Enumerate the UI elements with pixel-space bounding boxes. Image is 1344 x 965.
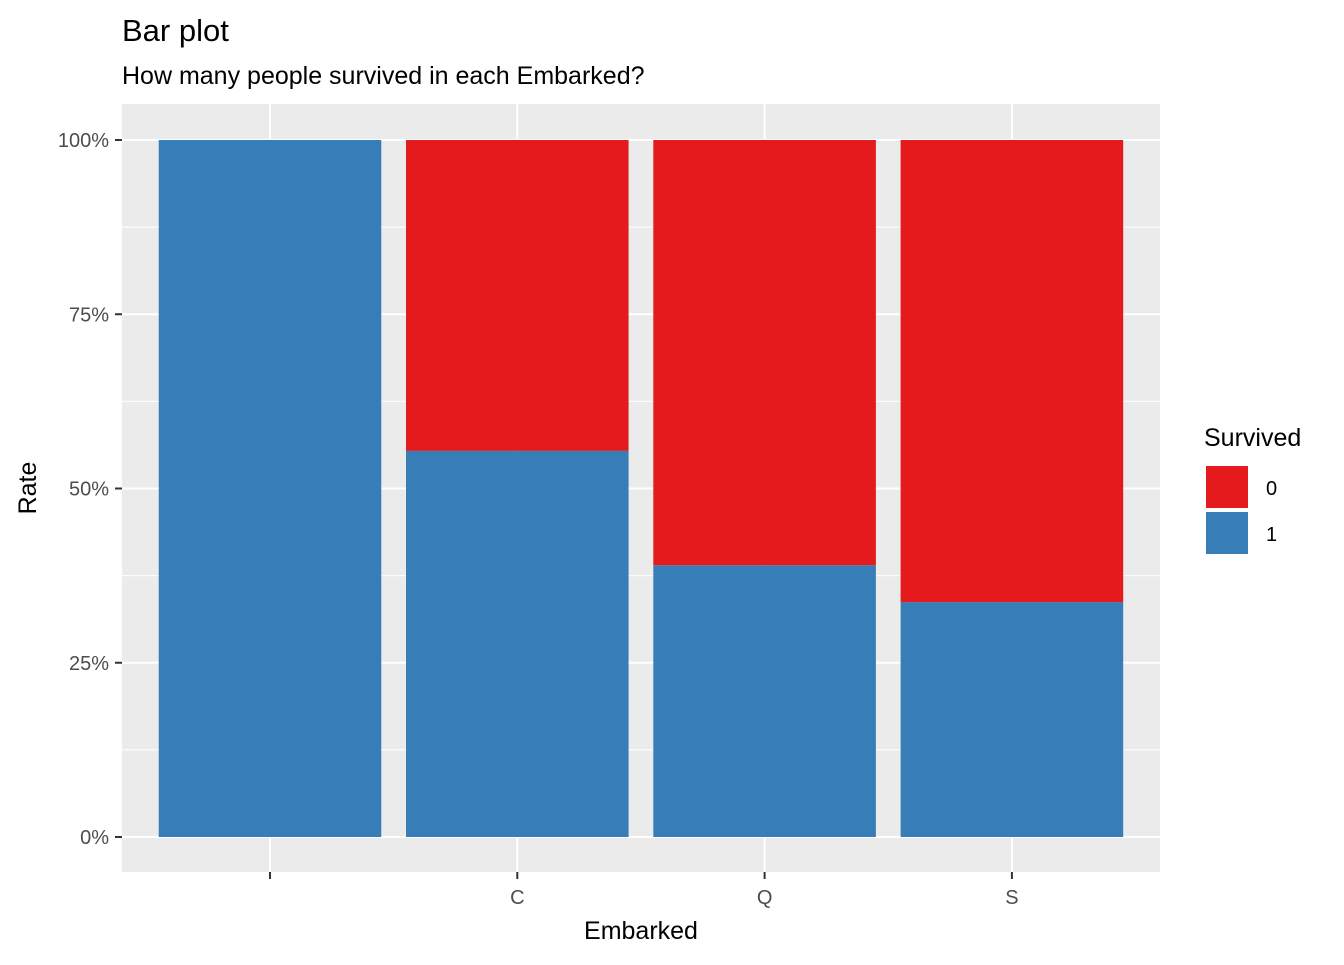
- chart-title: Bar plot: [122, 13, 229, 48]
- x-tick-label: S: [1005, 887, 1018, 909]
- y-tick-label: 25%: [69, 653, 109, 675]
- y-tick-label: 100%: [58, 130, 109, 152]
- bar-segment-survived-0: [653, 140, 876, 566]
- chart-subtitle: How many people survived in each Embarke…: [122, 62, 645, 90]
- x-tick-label: C: [510, 887, 524, 909]
- legend-label-0: 0: [1266, 478, 1277, 500]
- legend-title: Survived: [1204, 424, 1301, 452]
- x-axis-title: Embarked: [584, 917, 698, 945]
- bar-segment-survived-1: [406, 450, 629, 837]
- y-tick-label: 50%: [69, 479, 109, 501]
- bar-segment-survived-1: [900, 602, 1124, 837]
- legend-key-0: [1206, 466, 1248, 508]
- y-axis-title: Rate: [14, 462, 42, 515]
- bar-segment-survived-1: [653, 565, 876, 837]
- bar-segment-survived-0: [900, 140, 1124, 603]
- legend-label-1: 1: [1266, 524, 1277, 546]
- bar-segment-survived-1: [158, 140, 382, 837]
- legend-items: 01: [1206, 466, 1277, 554]
- y-tick-label: 0%: [80, 827, 109, 849]
- bar-segment-survived-0: [406, 140, 629, 451]
- legend: Survived 01: [1204, 424, 1301, 554]
- x-tick-label: Q: [757, 887, 773, 909]
- y-axis: 0% 25% 50% 75% 100%: [58, 130, 122, 849]
- bars: [158, 140, 1124, 837]
- y-tick-label: 75%: [69, 304, 109, 326]
- legend-key-1: [1206, 512, 1248, 554]
